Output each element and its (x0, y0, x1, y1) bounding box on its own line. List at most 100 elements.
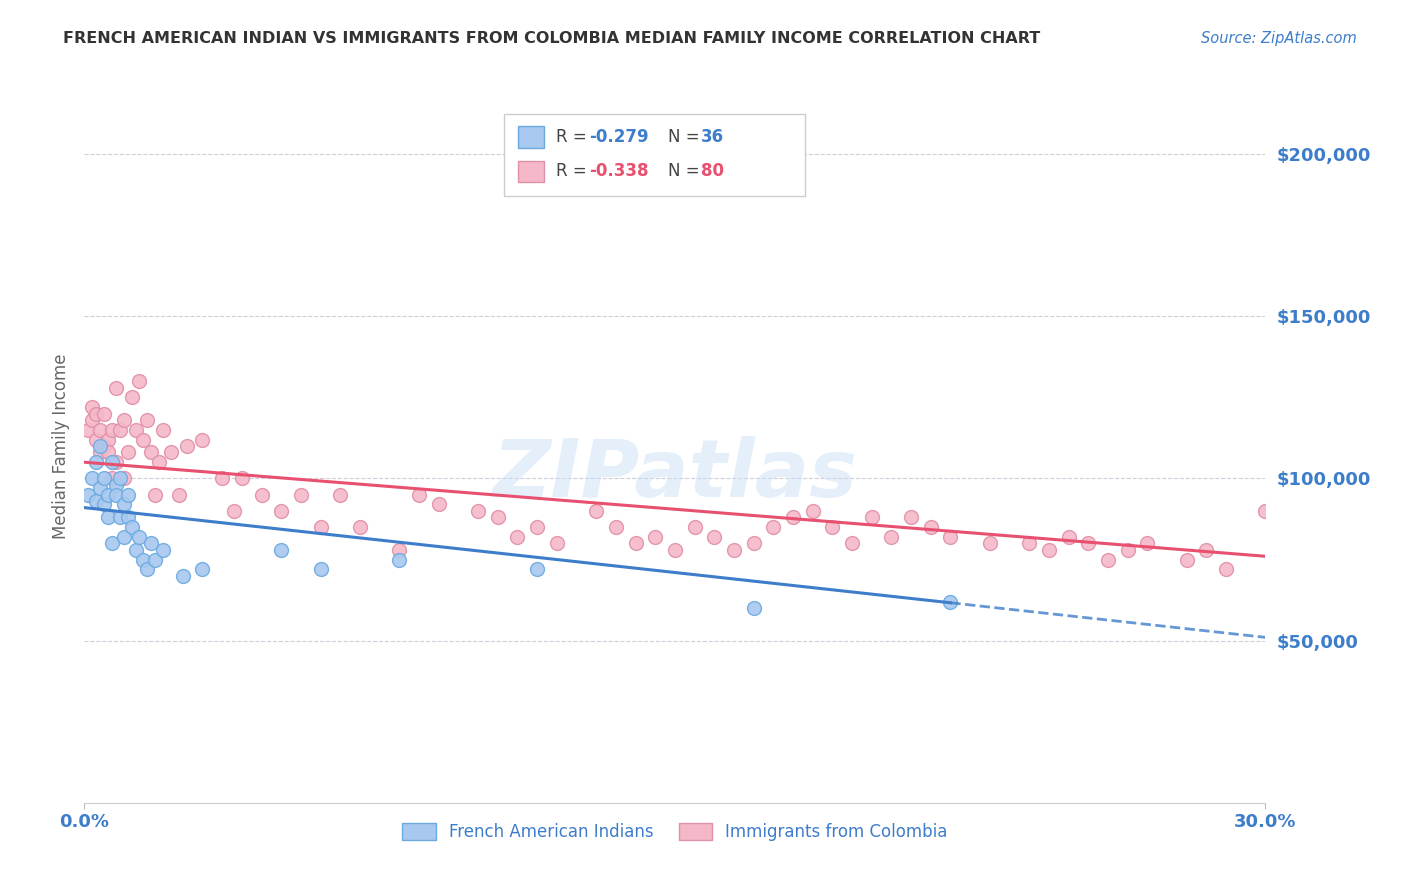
Point (89, 445, 111, 459)
Point (1057, 530, 1080, 544)
Point (97, 488, 120, 502)
Point (644, 530, 666, 544)
Point (349, 520, 371, 534)
Point (939, 595, 962, 609)
Point (585, 504, 607, 518)
Point (1175, 552, 1198, 566)
Point (231, 471, 253, 485)
Point (132, 552, 155, 566)
Point (77, 423, 100, 437)
Point (742, 536, 765, 550)
Point (309, 562, 332, 576)
Point (486, 510, 509, 524)
Point (762, 520, 785, 534)
Text: -0.279: -0.279 (589, 128, 648, 146)
Text: 36: 36 (700, 128, 724, 146)
Point (104, 381, 127, 395)
Point (89, 439, 111, 453)
Point (1215, 562, 1237, 576)
Point (939, 530, 962, 544)
Point (108, 471, 131, 485)
Point (148, 455, 170, 469)
Point (112, 413, 135, 427)
Point (93, 407, 115, 421)
Point (82, 400, 104, 414)
Point (101, 536, 124, 550)
Point (82, 471, 104, 485)
Point (89, 423, 111, 437)
Point (152, 423, 174, 437)
Point (84, 494, 107, 508)
Legend: French American Indians, Immigrants from Colombia: French American Indians, Immigrants from… (395, 816, 955, 848)
Text: -0.338: -0.338 (589, 162, 648, 180)
Point (1116, 542, 1139, 557)
Point (93, 471, 115, 485)
Point (605, 520, 627, 534)
Point (1136, 536, 1159, 550)
Text: R =: R = (555, 162, 592, 180)
Text: N =: N = (668, 128, 704, 146)
Point (900, 510, 922, 524)
Point (211, 471, 233, 485)
Point (191, 562, 214, 576)
Point (84, 407, 107, 421)
Point (782, 510, 804, 524)
Point (191, 433, 214, 447)
Point (270, 542, 292, 557)
Point (546, 536, 568, 550)
Point (121, 520, 143, 534)
Point (84, 433, 107, 447)
Point (136, 413, 159, 427)
Point (101, 471, 124, 485)
Point (860, 510, 883, 524)
Point (1195, 542, 1218, 557)
Text: 80: 80 (700, 162, 724, 180)
Point (84, 455, 107, 469)
Point (703, 530, 725, 544)
Point (141, 445, 163, 459)
Point (112, 471, 135, 485)
Point (112, 530, 135, 544)
Point (97, 433, 120, 447)
Point (101, 455, 124, 469)
Point (117, 488, 139, 502)
Point (821, 520, 844, 534)
Point (143, 552, 166, 566)
Point (152, 542, 174, 557)
Point (112, 497, 135, 511)
Point (329, 488, 352, 502)
Point (526, 520, 548, 534)
Point (93, 497, 115, 511)
Point (1097, 552, 1119, 566)
Point (108, 510, 131, 524)
Point (93, 439, 115, 453)
Point (250, 488, 273, 502)
Point (128, 530, 150, 544)
Point (309, 520, 332, 534)
Point (1254, 504, 1277, 518)
Point (101, 423, 124, 437)
Text: N =: N = (668, 162, 704, 180)
Point (742, 601, 765, 615)
Point (841, 536, 863, 550)
Point (82, 413, 104, 427)
Point (920, 520, 942, 534)
Point (143, 488, 166, 502)
Y-axis label: Median Family Income: Median Family Income (52, 353, 70, 539)
Point (89, 481, 111, 495)
Point (506, 530, 529, 544)
Point (97, 445, 120, 459)
Point (1018, 536, 1040, 550)
FancyBboxPatch shape (517, 161, 544, 182)
Point (880, 530, 903, 544)
Point (97, 510, 120, 524)
Point (1077, 536, 1099, 550)
Point (176, 439, 198, 453)
Point (1038, 542, 1060, 557)
Point (723, 542, 745, 557)
Point (222, 504, 245, 518)
Point (526, 562, 548, 576)
Point (467, 504, 489, 518)
Point (624, 536, 647, 550)
Point (664, 542, 686, 557)
